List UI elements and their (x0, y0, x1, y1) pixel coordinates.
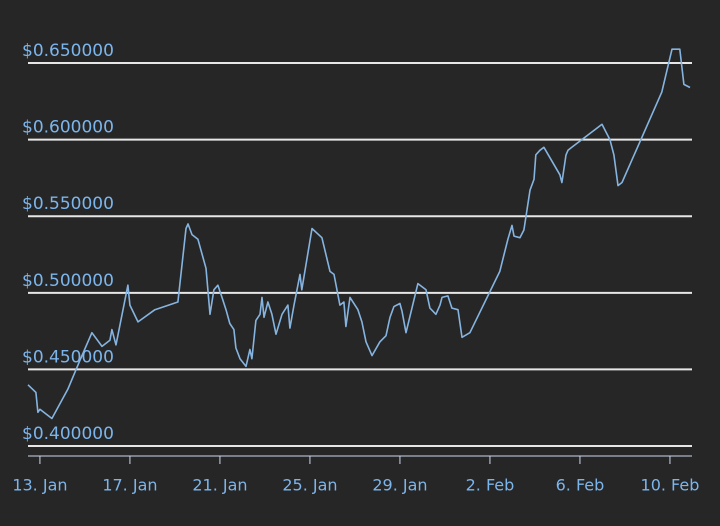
x-tick-label: 25. Jan (282, 476, 337, 495)
y-tick-label: $0.400000 (22, 424, 114, 444)
y-tick-label: $0.550000 (22, 194, 114, 214)
x-tick-label: 17. Jan (102, 476, 157, 495)
x-tick-label: 6. Feb (556, 476, 605, 495)
x-tick-label: 29. Jan (372, 476, 427, 495)
x-tick-label: 21. Jan (192, 476, 247, 495)
y-tick-label: $0.650000 (22, 41, 114, 61)
y-tick-label: $0.450000 (22, 347, 114, 367)
y-tick-label: $0.500000 (22, 271, 114, 291)
x-tick-label: 13. Jan (12, 476, 67, 495)
x-tick-label: 10. Feb (641, 476, 700, 495)
x-tick-label: 2. Feb (466, 476, 515, 495)
price-line (27, 48, 691, 420)
y-tick-label: $0.600000 (22, 118, 114, 138)
